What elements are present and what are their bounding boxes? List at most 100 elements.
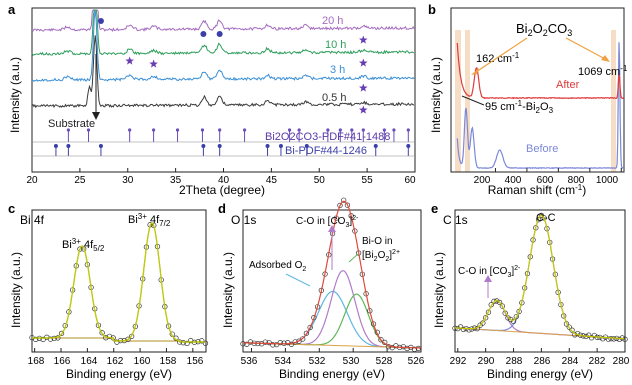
ref2-tip-6 <box>278 144 283 148</box>
xtick-a-20: 20 <box>26 175 38 186</box>
axes-d <box>242 209 422 353</box>
xtick-b-200: 200 <box>474 175 491 186</box>
data-point <box>307 324 313 331</box>
xtick-c-168: 168 <box>28 356 45 367</box>
curve-after <box>456 42 625 100</box>
xticklabels-c: 168 166 164 162 160 158 156 <box>28 356 204 367</box>
data-point <box>460 326 467 333</box>
data-point <box>106 333 113 340</box>
data-point <box>608 336 614 342</box>
xlabel-d: Binding energy (eV) <box>279 367 385 381</box>
data-point <box>496 299 503 306</box>
ref2-tip-9 <box>406 144 411 148</box>
label-before: Before <box>526 143 558 155</box>
xtick-e-288: 288 <box>506 356 523 367</box>
label-95: 95 cm-1-Bi2O3 <box>485 99 554 115</box>
marker-star-0 <box>359 35 368 44</box>
label-4f72: Bi3+ 4f7/2 <box>128 212 171 228</box>
data-point <box>600 336 606 342</box>
panel-letter-b: b <box>428 2 436 17</box>
data-point <box>114 339 120 345</box>
data-point <box>125 336 131 342</box>
marker-star-4 <box>125 56 134 65</box>
label-bi2o2co3-compound: Bi2O2CO3 <box>516 21 572 38</box>
data-point <box>337 202 343 209</box>
curve-before <box>456 42 625 170</box>
data-point <box>77 246 83 252</box>
ref1-tip-5 <box>200 128 205 132</box>
xtick-d-536: 536 <box>241 356 258 367</box>
xtick-a-40: 40 <box>218 175 230 186</box>
substrate-arrowhead <box>92 112 100 120</box>
axes-b <box>450 7 625 173</box>
ref1-tip-9 <box>297 128 301 132</box>
curve-20h <box>31 9 415 32</box>
axes-e <box>454 209 626 353</box>
ref2-tip-0 <box>53 144 58 148</box>
data-point <box>566 324 572 330</box>
xtick-d-534: 534 <box>275 356 292 367</box>
data-point <box>491 298 497 304</box>
marker-dot-2 <box>216 31 223 37</box>
xtick-a-45: 45 <box>266 175 278 186</box>
marker-dot-0 <box>97 18 104 24</box>
data-point <box>404 345 410 352</box>
data-point <box>303 330 310 336</box>
label-co-d: C-O in [CO3]2- <box>296 215 359 229</box>
marker-star-3 <box>359 105 368 114</box>
xlabel-e: Binding energy (eV) <box>487 367 593 381</box>
label-20h: 20 h <box>322 15 343 27</box>
data-point <box>58 330 65 337</box>
label-ads-d: Adsorbed O2 <box>249 260 306 273</box>
label-co-e: C-O in [CO3]2- <box>458 265 521 279</box>
arrow-bio-d <box>348 253 359 263</box>
data-point <box>277 340 283 346</box>
ref2-tip-5 <box>265 144 270 148</box>
xlabel-b: Raman shift (cm-1) <box>488 183 586 197</box>
ref2-tip-4 <box>217 144 222 148</box>
arrow-to-162 <box>472 37 528 75</box>
data-point <box>244 341 250 347</box>
ylabel-e: Intensity (a.u.) <box>432 252 446 328</box>
data-point <box>466 327 472 333</box>
curve-10h <box>31 9 415 56</box>
panel-a: a Intensity (a.u.) 20 h 10 h 3 h 0.5 h S… <box>8 2 416 197</box>
xtick-a-50: 50 <box>314 175 326 186</box>
xtick-a-35: 35 <box>170 175 182 186</box>
ref1-tip-4 <box>175 128 180 132</box>
component-1 <box>454 214 625 340</box>
band-162 <box>465 30 470 172</box>
ref1-tip-6 <box>218 128 222 132</box>
band-1069 <box>611 30 616 172</box>
xtick-d-526: 526 <box>408 356 425 367</box>
label-1069: 1069 cm-1 <box>578 64 628 78</box>
marker-star-1 <box>359 58 368 67</box>
arrowhead-co-e <box>484 275 492 282</box>
xtick-d-530: 530 <box>343 356 360 367</box>
xticklabels-b: 200 400 600 800 1000 <box>474 175 619 186</box>
label-05h: 0.5 h <box>322 92 346 104</box>
ylabel-a: Intensity (a.u.) <box>8 57 22 133</box>
ylabel-d: Intensity (a.u.) <box>221 252 235 328</box>
panel-letter-c: c <box>8 201 15 216</box>
xtick-b-800: 800 <box>568 175 585 186</box>
xtick-a-30: 30 <box>122 175 134 186</box>
arrowhead-1069 <box>601 55 610 62</box>
xtick-c-162: 162 <box>107 356 124 367</box>
data-point <box>240 341 246 347</box>
ref1-tip-7 <box>242 128 247 132</box>
ref-label-bi: Bi-PDF#44-1246 <box>285 145 367 157</box>
data-point <box>569 327 575 333</box>
data-point <box>247 339 254 345</box>
ref1-tip-8 <box>287 128 292 132</box>
ref1-tip-0 <box>66 128 70 132</box>
xps-bi4f <box>29 222 209 347</box>
xtick-e-292: 292 <box>450 356 467 367</box>
data-point <box>184 340 190 347</box>
data-point <box>499 303 506 309</box>
ref1-tip-14 <box>382 128 386 132</box>
data-point <box>262 339 269 345</box>
label-after: After <box>556 79 580 91</box>
xticks-e <box>457 348 626 352</box>
